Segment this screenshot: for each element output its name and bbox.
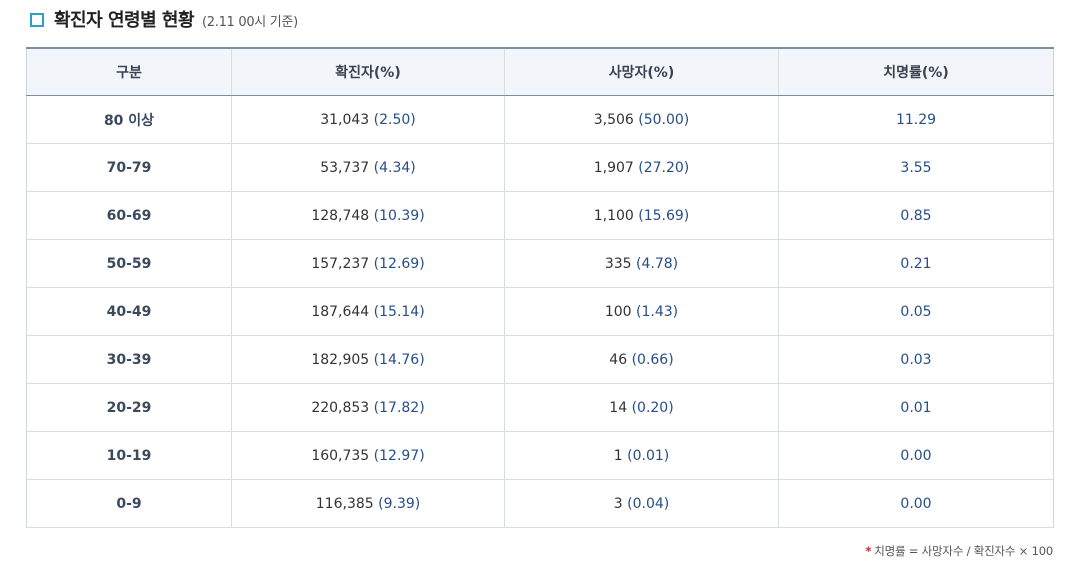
- deaths-cell: 3,506 (50.00): [504, 95, 779, 144]
- cases-percent: (15.14): [373, 303, 425, 320]
- deaths-cell: 1 (0.01): [504, 431, 779, 480]
- fatality-rate-cell: 11.29: [778, 95, 1054, 144]
- cases-cell: 128,748 (10.39): [231, 191, 505, 240]
- cases-cell: 53,737 (4.34): [231, 143, 505, 192]
- deaths-count: 3,506: [593, 111, 634, 128]
- age-status-table: 구분 확진자(%) 사망자(%) 치명률(%) 80 이상 31,043 (2.5…: [26, 47, 1054, 528]
- cases-percent: (12.69): [373, 255, 425, 272]
- square-bullet-icon: [30, 13, 44, 27]
- cases-cell: 220,853 (17.82): [231, 383, 505, 432]
- section-title: 확진자 연령별 현황 (2.11 00시 기준): [30, 6, 298, 32]
- deaths-percent: (50.00): [638, 111, 690, 128]
- cases-cell: 182,905 (14.76): [231, 335, 505, 384]
- fatality-rate-cell: 0.00: [778, 431, 1054, 480]
- fatality-rate-cell: 0.21: [778, 239, 1054, 288]
- cases-count: 157,237: [311, 255, 370, 272]
- age-group-cell: 20-29: [26, 383, 232, 432]
- fatality-rate-cell: 0.05: [778, 287, 1054, 336]
- cases-percent: (4.34): [373, 159, 416, 176]
- cases-cell: 160,735 (12.97): [231, 431, 505, 480]
- cases-percent: (10.39): [373, 207, 425, 224]
- table-row: 70-79 53,737 (4.34) 1,907 (27.20) 3.55: [26, 143, 1054, 192]
- cases-cell: 31,043 (2.50): [231, 95, 505, 144]
- cases-percent: (17.82): [373, 399, 425, 416]
- cases-count: 160,735: [311, 447, 370, 464]
- deaths-cell: 1,100 (15.69): [504, 191, 779, 240]
- deaths-percent: (1.43): [636, 303, 679, 320]
- fatality-rate-cell: 0.01: [778, 383, 1054, 432]
- deaths-count: 100: [604, 303, 632, 320]
- deaths-cell: 46 (0.66): [504, 335, 779, 384]
- table-row: 20-29 220,853 (17.82) 14 (0.20) 0.01: [26, 383, 1054, 432]
- table-row: 40-49 187,644 (15.14) 100 (1.43) 0.05: [26, 287, 1054, 336]
- deaths-cell: 3 (0.04): [504, 479, 779, 528]
- cases-count: 116,385: [315, 495, 374, 512]
- fatality-rate-cell: 0.00: [778, 479, 1054, 528]
- deaths-percent: (27.20): [638, 159, 690, 176]
- table-row: 30-39 182,905 (14.76) 46 (0.66) 0.03: [26, 335, 1054, 384]
- header-deaths: 사망자(%): [504, 48, 779, 96]
- fatality-rate-cell: 0.85: [778, 191, 1054, 240]
- cases-percent: (14.76): [373, 351, 425, 368]
- deaths-count: 46: [609, 351, 628, 368]
- header-cases: 확진자(%): [231, 48, 505, 96]
- deaths-percent: (0.04): [627, 495, 670, 512]
- age-group-cell: 60-69: [26, 191, 232, 240]
- table-header-row: 구분 확진자(%) 사망자(%) 치명률(%): [26, 48, 1054, 96]
- table-row: 80 이상 31,043 (2.50) 3,506 (50.00) 11.29: [26, 95, 1054, 144]
- deaths-cell: 100 (1.43): [504, 287, 779, 336]
- cases-cell: 116,385 (9.39): [231, 479, 505, 528]
- deaths-count: 335: [604, 255, 632, 272]
- fatality-rate-cell: 3.55: [778, 143, 1054, 192]
- fatality-rate-cell: 0.03: [778, 335, 1054, 384]
- table-row: 60-69 128,748 (10.39) 1,100 (15.69) 0.85: [26, 191, 1054, 240]
- header-fatality: 치명률(%): [778, 48, 1054, 96]
- fatality-footnote: * 치명률 = 사망자수 / 확진자수 × 100: [865, 543, 1053, 559]
- title-date-note: (2.11 00시 기준): [202, 15, 298, 30]
- footnote-text: 치명률 = 사망자수 / 확진자수 × 100: [874, 544, 1053, 558]
- cases-count: 220,853: [311, 399, 370, 416]
- deaths-count: 3: [613, 495, 623, 512]
- age-status-table-wrapper: 구분 확진자(%) 사망자(%) 치명률(%) 80 이상 31,043 (2.5…: [26, 47, 1054, 528]
- deaths-cell: 14 (0.20): [504, 383, 779, 432]
- age-group-cell: 70-79: [26, 143, 232, 192]
- cases-percent: (9.39): [378, 495, 421, 512]
- deaths-count: 14: [609, 399, 628, 416]
- age-group-cell: 50-59: [26, 239, 232, 288]
- cases-percent: (2.50): [373, 111, 416, 128]
- cases-count: 128,748: [311, 207, 370, 224]
- table-row: 0-9 116,385 (9.39) 3 (0.04) 0.00: [26, 479, 1054, 528]
- deaths-count: 1,100: [593, 207, 634, 224]
- cases-cell: 187,644 (15.14): [231, 287, 505, 336]
- cases-count: 31,043: [320, 111, 370, 128]
- cases-count: 53,737: [320, 159, 370, 176]
- deaths-cell: 335 (4.78): [504, 239, 779, 288]
- age-group-cell: 30-39: [26, 335, 232, 384]
- deaths-count: 1: [613, 447, 623, 464]
- deaths-count: 1,907: [593, 159, 634, 176]
- table-row: 50-59 157,237 (12.69) 335 (4.78) 0.21: [26, 239, 1054, 288]
- age-group-cell: 80 이상: [26, 95, 232, 144]
- age-group-cell: 0-9: [26, 479, 232, 528]
- deaths-cell: 1,907 (27.20): [504, 143, 779, 192]
- cases-cell: 157,237 (12.69): [231, 239, 505, 288]
- deaths-percent: (15.69): [638, 207, 690, 224]
- age-group-cell: 40-49: [26, 287, 232, 336]
- cases-count: 187,644: [311, 303, 370, 320]
- deaths-percent: (0.66): [631, 351, 674, 368]
- deaths-percent: (4.78): [636, 255, 679, 272]
- header-age-group: 구분: [26, 48, 232, 96]
- deaths-percent: (0.20): [631, 399, 674, 416]
- age-group-cell: 10-19: [26, 431, 232, 480]
- table-row: 10-19 160,735 (12.97) 1 (0.01) 0.00: [26, 431, 1054, 480]
- cases-count: 182,905: [311, 351, 370, 368]
- page-title: 확진자 연령별 현황: [54, 10, 195, 31]
- cases-percent: (12.97): [373, 447, 425, 464]
- deaths-percent: (0.01): [627, 447, 670, 464]
- footnote-mark: *: [865, 544, 872, 558]
